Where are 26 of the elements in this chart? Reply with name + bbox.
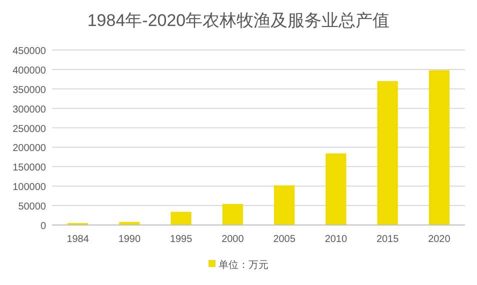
x-tick-label: 2020 (428, 234, 451, 245)
bar (428, 70, 450, 225)
y-tick-label: 0 (40, 221, 46, 232)
y-tick-label: 200000 (12, 143, 46, 154)
bar (274, 185, 295, 225)
y-tick-label: 300000 (12, 104, 46, 116)
x-tick-label: 2010 (324, 234, 348, 245)
chart-title: 1984年-2020年农林牧渔及服务业总产值 (87, 11, 390, 30)
y-tick-label: 400000 (12, 65, 46, 76)
x-tick-label: 1995 (170, 234, 193, 245)
y-tick-label: 100000 (12, 182, 46, 194)
legend-label: 单位：万元 (218, 259, 268, 271)
x-tick-label: 2015 (376, 234, 400, 245)
x-tick-label: 2005 (273, 234, 296, 245)
bar (377, 81, 398, 225)
x-tick-label: 2000 (222, 234, 244, 245)
y-tick-label: 350000 (12, 84, 46, 96)
x-tick-label: 1984 (66, 234, 90, 245)
y-tick-label: 250000 (12, 124, 46, 135)
bar (326, 153, 346, 225)
y-tick-label: 150000 (12, 162, 46, 174)
y-tick-label: 450000 (12, 46, 46, 57)
bar (222, 204, 244, 225)
y-tick-label: 50000 (18, 202, 46, 213)
bar (170, 212, 192, 225)
x-tick-label: 1990 (118, 234, 141, 245)
